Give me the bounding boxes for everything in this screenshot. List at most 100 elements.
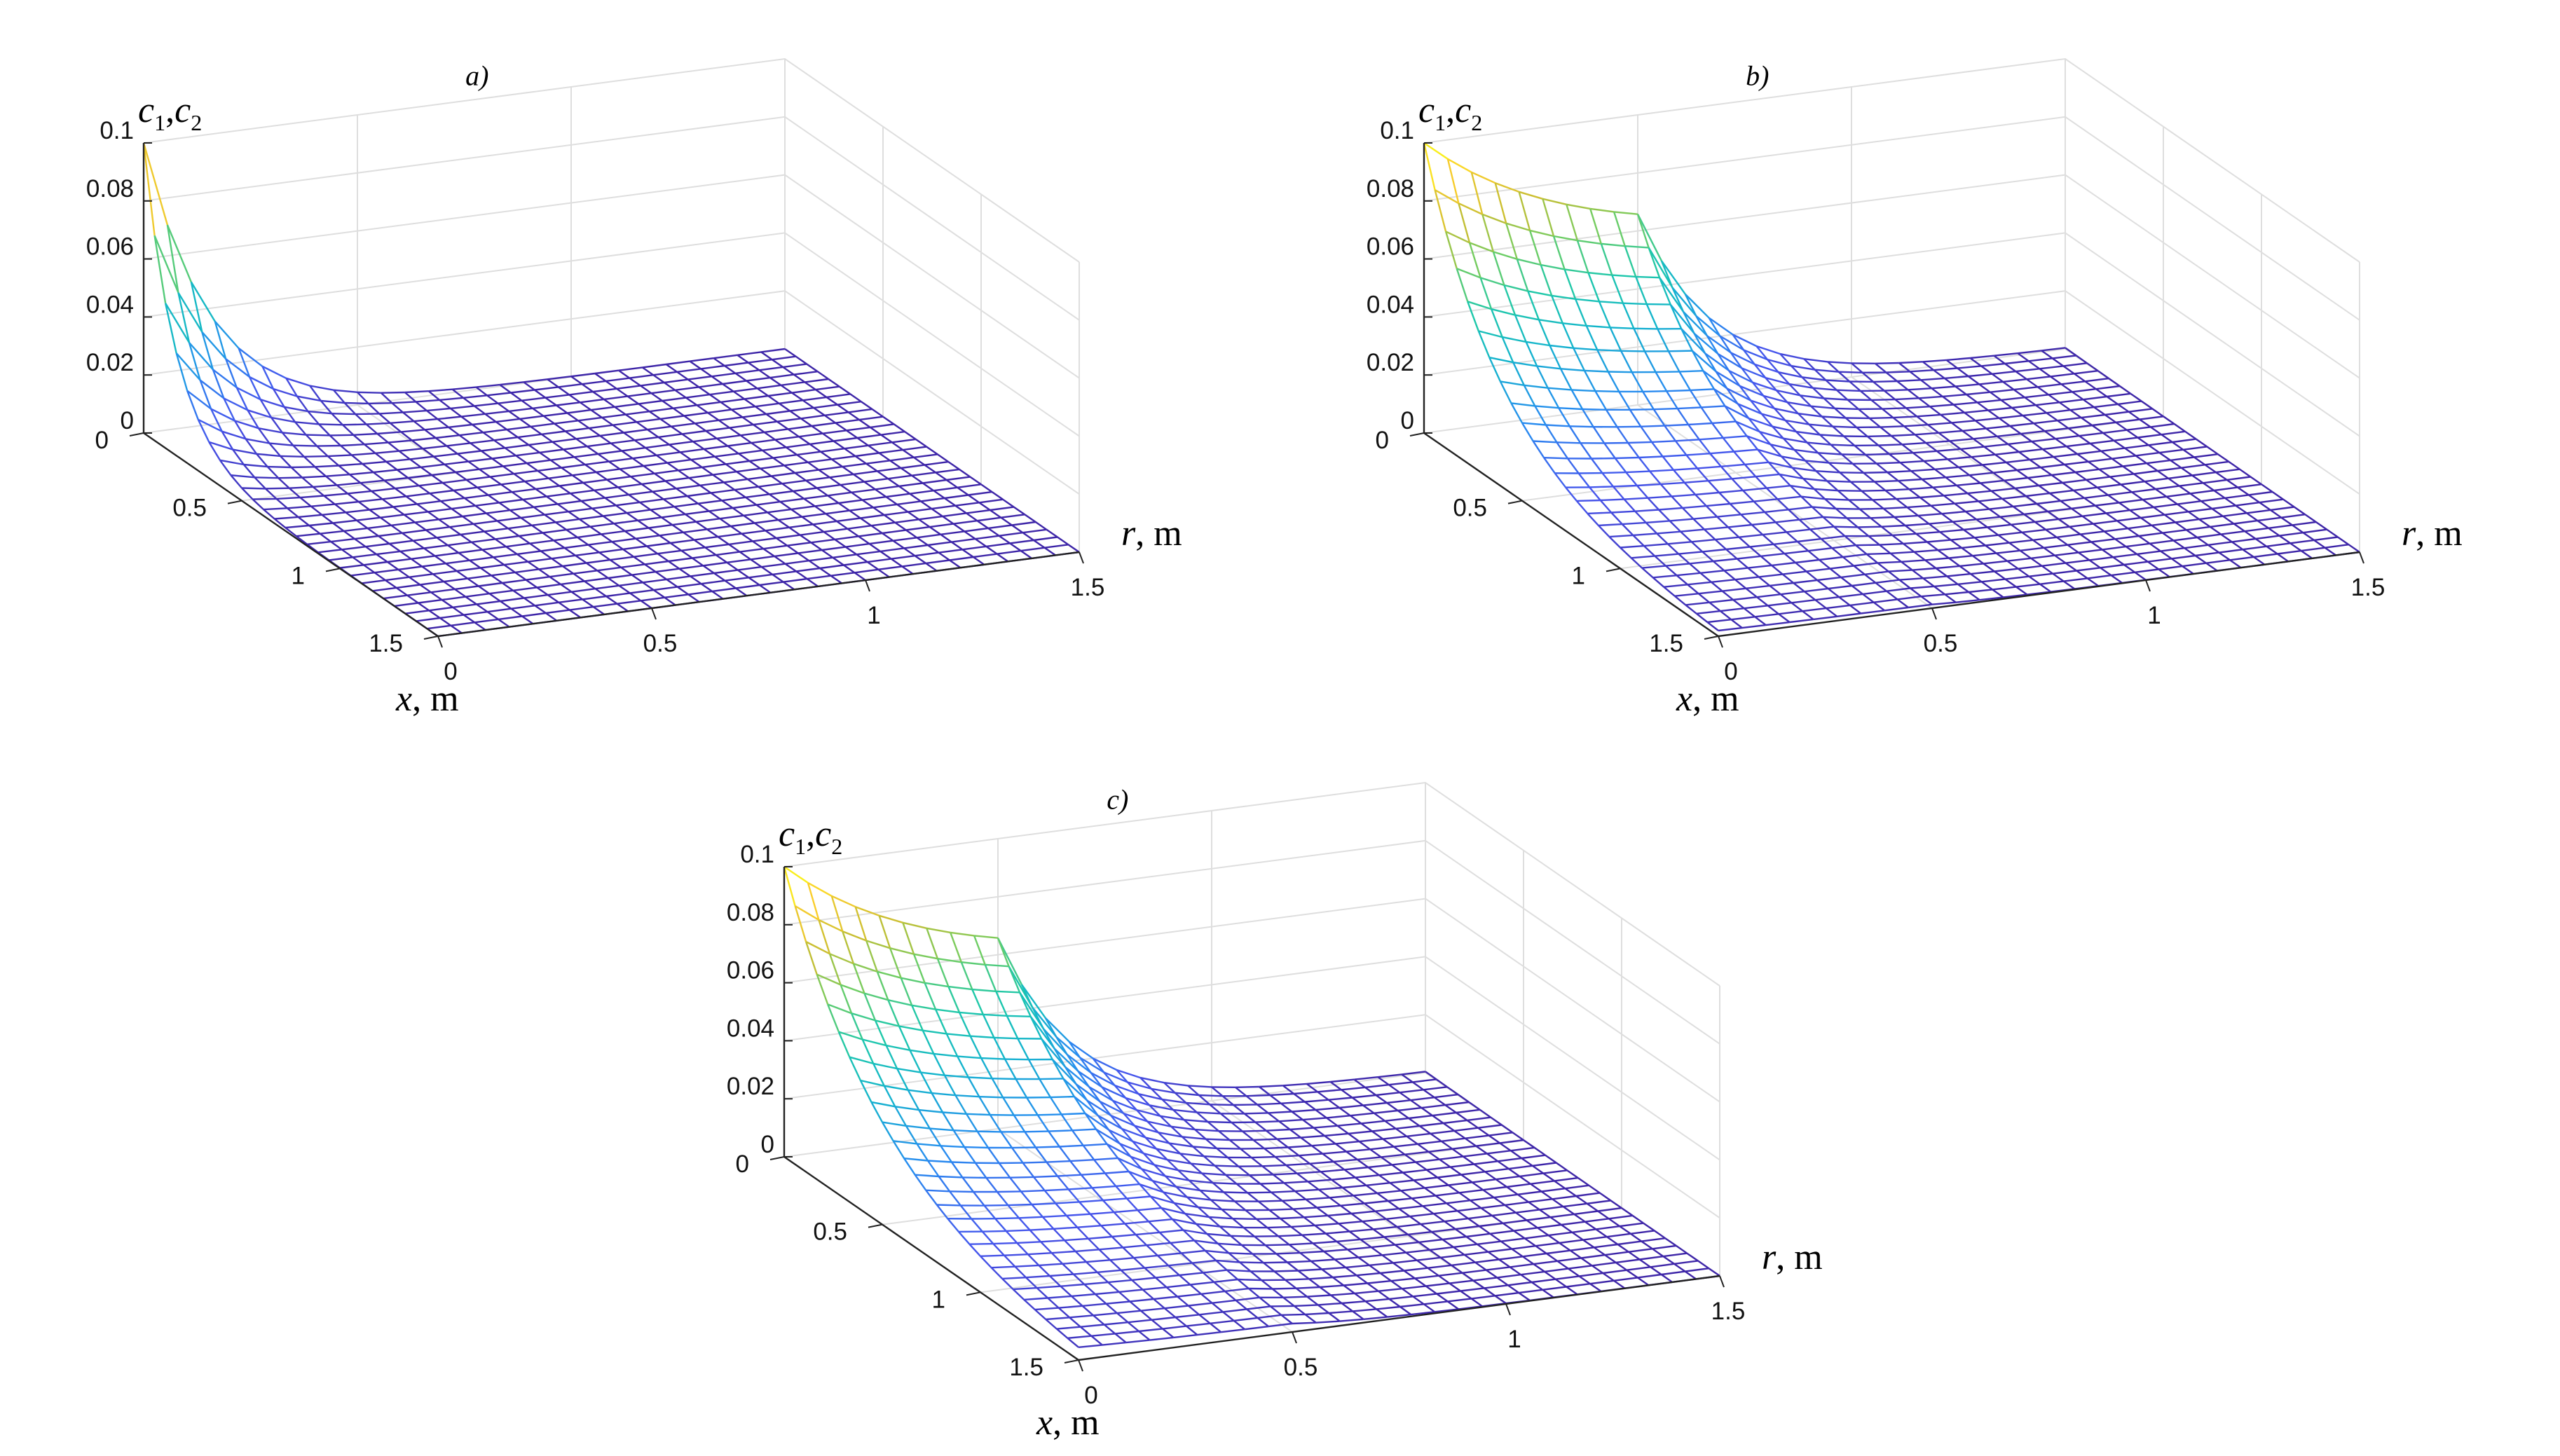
x-axis-label: x, m — [1676, 679, 1739, 719]
mesh-segment — [840, 984, 853, 1014]
mesh-segment — [826, 509, 850, 515]
mesh-segment — [872, 1062, 898, 1070]
mesh-segment — [1575, 1192, 1601, 1197]
mesh-segment — [823, 531, 835, 540]
mesh-segment — [1073, 1271, 1097, 1275]
mesh-segment — [842, 466, 854, 475]
mesh-segment — [805, 940, 830, 955]
mesh-segment — [772, 457, 785, 467]
mesh-segment — [1042, 1028, 1055, 1050]
mesh-segment — [1540, 1190, 1553, 1200]
mesh-segment — [461, 413, 486, 418]
mesh-segment — [1170, 1125, 1183, 1138]
mesh-segment — [2278, 535, 2291, 544]
mesh-segment — [516, 553, 528, 563]
mesh-segment — [2215, 472, 2228, 481]
mesh-segment — [947, 1218, 959, 1232]
mesh-segment — [626, 512, 638, 521]
mesh-segment — [1873, 380, 1898, 383]
mesh-segment — [294, 421, 320, 425]
mesh-segment — [164, 303, 177, 354]
mesh-segment — [971, 1218, 983, 1232]
mesh-segment — [666, 578, 678, 588]
mesh-segment — [2271, 491, 2284, 500]
mesh-segment — [369, 506, 394, 511]
mesh-segment — [1935, 568, 1948, 577]
mesh-segment — [569, 609, 581, 619]
mesh-segment — [1952, 404, 1965, 413]
mesh-segment — [827, 495, 840, 504]
mesh-segment — [731, 406, 755, 411]
mesh-segment — [1275, 1155, 1299, 1158]
mesh-segment — [927, 1160, 952, 1163]
mesh-segment — [1910, 587, 1922, 598]
mesh-segment — [1684, 294, 1697, 317]
mesh-segment — [2243, 545, 2267, 551]
mesh-segment — [1584, 369, 1608, 373]
mesh-segment — [495, 421, 507, 431]
mesh-segment — [1530, 1180, 1555, 1185]
mesh-segment — [1758, 573, 1783, 578]
mesh-segment — [1901, 559, 1926, 563]
mesh-segment — [1945, 359, 1958, 369]
mesh-segment — [2205, 460, 2229, 466]
mesh-segment — [1666, 390, 1678, 409]
mesh-segment — [266, 466, 280, 479]
mesh-segment — [1287, 1145, 1312, 1148]
z-tick-label: 0.02 — [86, 349, 134, 376]
mesh-segment — [535, 488, 547, 497]
mesh-segment — [2107, 392, 2131, 398]
mesh-segment — [1946, 572, 1971, 577]
mesh-segment — [1909, 486, 1933, 490]
mesh-segment — [396, 469, 409, 479]
mesh-segment — [1442, 1239, 1454, 1248]
mesh-segment — [2059, 399, 2083, 404]
mesh-segment — [1505, 1201, 1529, 1207]
mesh-segment — [1118, 1143, 1132, 1158]
mesh-segment — [736, 471, 748, 480]
mesh-segment — [2080, 530, 2104, 535]
mesh-segment — [411, 558, 423, 568]
mesh-segment — [1470, 172, 1484, 215]
mesh-segment — [2084, 494, 2109, 499]
mesh-segment — [1693, 516, 1718, 520]
mesh-segment — [1174, 1092, 1187, 1104]
mesh-segment — [895, 518, 919, 523]
mesh-segment — [1557, 1257, 1582, 1262]
mesh-segment — [1410, 1097, 1435, 1101]
mesh-segment — [1766, 485, 1791, 489]
mesh-segment — [1346, 1151, 1358, 1160]
r-tick-label: 0 — [444, 658, 457, 685]
mesh-segment — [925, 562, 938, 572]
mesh-segment — [1764, 509, 1789, 514]
x-tick-label: 1.5 — [1009, 1354, 1043, 1381]
mesh-segment — [680, 448, 704, 453]
mesh-segment — [306, 543, 319, 554]
mesh-segment — [824, 414, 836, 424]
mesh-segment — [2098, 468, 2111, 478]
mesh-segment — [713, 357, 725, 366]
mesh-segment — [2123, 462, 2147, 467]
mesh-segment — [1358, 1254, 1383, 1258]
mesh-segment — [1055, 1036, 1081, 1059]
mesh-segment — [1698, 439, 1711, 454]
mesh-segment — [1521, 422, 1534, 442]
mesh-segment — [728, 540, 753, 546]
mesh-segment — [1955, 385, 1967, 395]
mesh-segment — [1833, 526, 1846, 537]
mesh-segment — [2170, 459, 2182, 469]
mesh-segment — [2181, 464, 2205, 469]
mesh-segment — [718, 419, 730, 429]
mesh-segment — [1693, 332, 1719, 355]
mesh-segment — [854, 455, 867, 465]
mesh-segment — [1388, 1197, 1412, 1202]
mesh-segment — [1825, 379, 1837, 391]
mesh-segment — [425, 529, 437, 539]
mesh-segment — [1232, 1218, 1257, 1220]
mesh-segment — [1395, 1125, 1420, 1129]
mesh-segment — [2149, 540, 2174, 544]
mesh-segment — [664, 378, 688, 384]
mesh-segment — [512, 488, 536, 493]
mesh-segment — [1458, 1094, 1470, 1103]
